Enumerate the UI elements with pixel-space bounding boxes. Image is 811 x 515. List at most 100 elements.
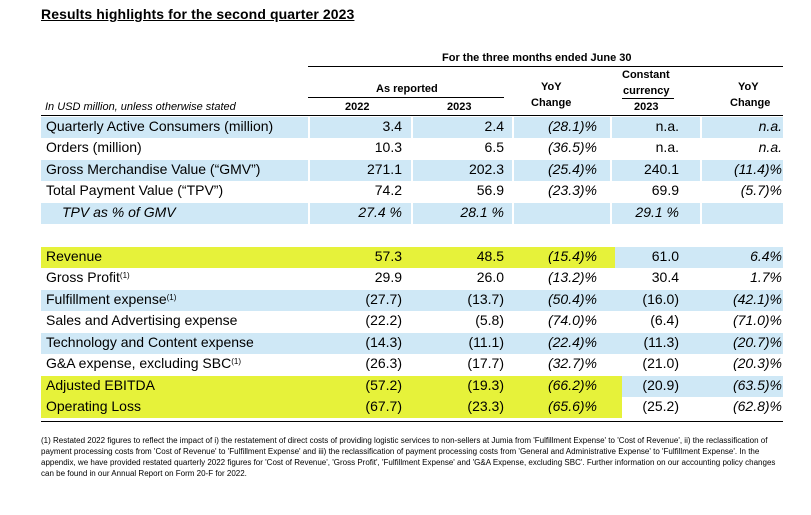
cc-yoy-change: (5.7)% — [740, 182, 782, 198]
row-label: Adjusted EBITDA — [46, 377, 155, 393]
row-label: Technology and Content expense — [46, 334, 254, 350]
value-2022: 3.4 — [382, 118, 402, 134]
footnote: (1) Restated 2022 figures to reflect the… — [41, 436, 776, 478]
value-2023: 56.9 — [476, 182, 504, 198]
highlight-revenue — [41, 247, 615, 268]
cc-yoy-change: 1.7% — [750, 269, 782, 285]
yoy-change: (25.4)% — [547, 161, 597, 177]
constant-header-line2: currency — [623, 85, 670, 97]
row-label: Fulfillment expense(1) — [46, 291, 176, 307]
row-band-tech — [41, 333, 783, 354]
cc-value-2023: 30.4 — [651, 269, 679, 285]
as-reported-underline — [308, 97, 504, 98]
value-2022: (26.3) — [365, 355, 402, 371]
row-label: G&A expense, excluding SBC(1) — [46, 355, 241, 371]
yoy-change: (66.2)% — [547, 377, 597, 393]
value-2023: 48.5 — [476, 248, 504, 264]
row-label: Total Payment Value (“TPV”) — [46, 182, 223, 198]
row-label-text: Gross Profit — [46, 269, 120, 285]
value-2023: (5.8) — [475, 312, 504, 328]
row-label: TPV as % of GMV — [62, 204, 176, 220]
row-label-text: Revenue — [46, 248, 103, 264]
value-2023: (13.7) — [467, 291, 504, 307]
period-header: For the three months ended June 30 — [442, 52, 632, 64]
yoy-change: (13.2)% — [547, 269, 597, 285]
yoy-header-line1: YoY — [541, 81, 562, 93]
cc-yoy-change: (71.0)% — [732, 312, 782, 328]
yoy-change: (15.4)% — [547, 248, 597, 264]
highlight-operating-loss — [41, 397, 622, 418]
cc-value-2023: n.a. — [655, 139, 679, 155]
cc-value-2023: (16.0) — [642, 291, 679, 307]
yoy-change: (32.7)% — [547, 355, 597, 371]
yoy-change: (28.1)% — [547, 118, 597, 134]
value-2022: 57.3 — [374, 248, 402, 264]
row-band-revenue-right — [615, 247, 783, 268]
cc-value-2023: (21.0) — [642, 355, 679, 371]
cc-value-2023: n.a. — [655, 118, 679, 134]
row-label: Orders (million) — [46, 139, 142, 155]
value-2023: (19.3) — [467, 377, 504, 393]
cc-value-2023: (20.9) — [642, 377, 679, 393]
header-bottom-line — [41, 115, 783, 116]
cc-value-2023: 61.0 — [651, 248, 679, 264]
value-2022: 27.4 % — [358, 204, 402, 220]
yoy-change: (36.5)% — [547, 139, 597, 155]
value-2022: 29.9 — [374, 269, 402, 285]
footnote-marker: (1) — [119, 271, 130, 280]
row-label-text: Orders (million) — [46, 139, 142, 155]
value-2022: (22.2) — [365, 312, 402, 328]
as-reported-header: As reported — [376, 83, 438, 95]
cc-value-2023: 29.1 % — [635, 204, 679, 220]
row-label-text: Fulfillment expense — [46, 291, 167, 307]
col-cc-2023-header: 2023 — [634, 101, 659, 113]
row-label-text: Operating Loss — [46, 398, 141, 414]
row-label: Operating Loss — [46, 398, 141, 414]
cc-yoy-change: (63.5)% — [732, 377, 782, 393]
unit-note: In USD million, unless otherwise stated — [45, 101, 236, 113]
cc-yoy-change: (62.8)% — [732, 398, 782, 414]
row-label: Gross Merchandise Value (“GMV”) — [46, 161, 260, 177]
yoy-change: (74.0)% — [547, 312, 597, 328]
value-2022: (14.3) — [365, 334, 402, 350]
row-band-fulfillment — [41, 290, 783, 311]
table-bottom-line — [41, 421, 783, 422]
value-2022: 74.2 — [374, 182, 402, 198]
value-2023: 26.0 — [476, 269, 504, 285]
col-2022-header: 2022 — [345, 101, 370, 113]
cc-value-2023: 240.1 — [643, 161, 679, 177]
value-2022: (27.7) — [365, 291, 402, 307]
value-2023: 2.4 — [484, 118, 504, 134]
value-2023: 28.1 % — [460, 204, 504, 220]
col-divider-4 — [610, 117, 612, 224]
cc-value-2023: 69.9 — [651, 182, 679, 198]
col-divider-1 — [308, 117, 310, 224]
row-label-text: Quarterly Active Consumers (million) — [46, 118, 274, 134]
row-label: Gross Profit(1) — [46, 269, 130, 285]
yoy-change: (22.4)% — [547, 334, 597, 350]
cc-value-2023: (11.3) — [643, 334, 679, 350]
yoy-change: (23.3)% — [547, 182, 597, 198]
row-label-text: Gross Merchandise Value (“GMV”) — [46, 161, 261, 177]
constant-header-line1: Constant — [622, 69, 670, 81]
row-label: Revenue — [46, 248, 102, 264]
col-divider-3 — [512, 117, 514, 224]
row-band-ebitda-right — [622, 376, 783, 397]
period-underline — [308, 66, 783, 67]
footnote-marker: (1) — [231, 357, 242, 366]
cc-yoy-header-line1: YoY — [738, 81, 759, 93]
cc-yoy-change: (42.1)% — [732, 291, 782, 307]
value-2022: (57.2) — [365, 377, 402, 393]
row-label-text: G&A expense, excluding SBC — [46, 355, 232, 371]
cc-value-2023: (6.4) — [650, 312, 679, 328]
value-2023: (23.3) — [467, 398, 504, 414]
cc-yoy-change: n.a. — [758, 118, 782, 134]
row-label: Sales and Advertising expense — [46, 312, 237, 328]
page-title: Results highlights for the second quarte… — [41, 6, 355, 22]
col-divider-2 — [411, 117, 413, 224]
yoy-header-line2: Change — [531, 97, 572, 109]
value-2023: (17.7) — [467, 355, 504, 371]
row-label-text: Adjusted EBITDA — [46, 377, 155, 393]
cc-value-2023: (25.2) — [642, 398, 679, 414]
highlight-adjusted-ebitda — [41, 376, 622, 397]
